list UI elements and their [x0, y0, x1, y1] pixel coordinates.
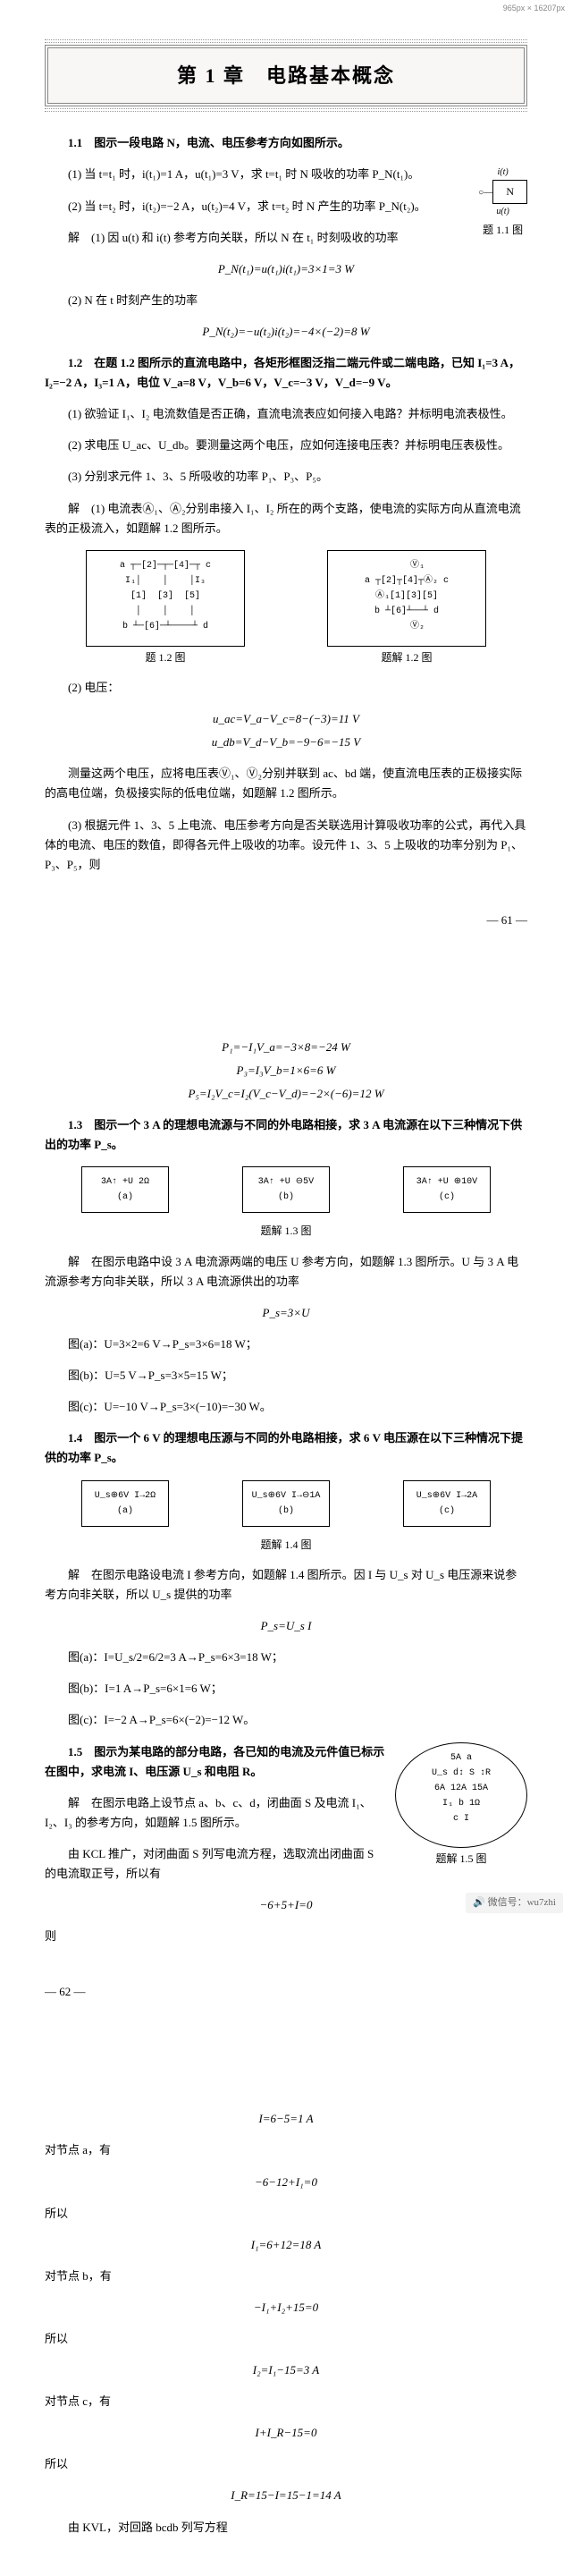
l3b: 图(b)：U=5 V→P_s=3×5=15 W；	[68, 1366, 527, 1385]
eq-13: I₁=6+12=18 A	[45, 2235, 527, 2255]
fig-1-3b: 3A↑ +U ⊖5V(b)	[242, 1166, 330, 1213]
l4a: 图(a)：I=U_s/2=6/2=3 A→P_s=6×3=18 W；	[68, 1648, 527, 1667]
sol-1-1b: (2) N 在 t 时刻产生的功率	[45, 291, 527, 310]
fig-1-5: 5A aU_s d↕ S ↕R6A 12A 15AI₁ b 1Ωc I 题解 1…	[395, 1742, 527, 1868]
chapter-title: 第 1 章 电路基本概念	[59, 59, 513, 92]
p1-2-b: (2) 求电压 U_ac、U_db。要测量这两个电压，应如何连接电压表？并标明电…	[45, 436, 527, 455]
fig-1-4c: U_s⊕6V I→2A(c)	[403, 1480, 491, 1527]
l4c: 图(c)：I=−2 A→P_s=6×(−2)=−12 W。	[68, 1710, 527, 1730]
p1-2-d: 测量这两个电压，应将电压表Ⓥ₁、Ⓥ₂分别并联到 ac、bd 端，使直流电压表的正…	[45, 764, 527, 803]
fig-1-4b: U_s⊕6V I→⊖1A(b)	[242, 1480, 330, 1527]
page-61: — 61 —	[45, 911, 527, 930]
fig-sol-1-2-cap: 题解 1.2 图	[327, 648, 486, 666]
kvl: 由 KVL，对回路 bcdb 列写方程	[45, 2518, 527, 2538]
node-a: 对节点 a，有	[45, 2140, 527, 2160]
dimensions-label: 965px × 16207px	[503, 2, 565, 15]
eq-15: I₂=I₁−15=3 A	[45, 2360, 527, 2380]
eq-7: P₅=I₂V_c=I₂(V_c−V_d)=−2×(−6)=12 W	[45, 1084, 527, 1104]
page-content: 第 1 章 电路基本概念 1.1 图示一段电路 N，电流、电压参考方向如图所示。…	[0, 0, 572, 2576]
eq-2: P_N(t₂)=−u(t₂)i(t₂)=−4×(−2)=8 W	[45, 322, 527, 342]
fig-1-3c: 3A↑ +U ⊕10V(c)	[403, 1166, 491, 1213]
eq-12: −6−12+I₁=0	[45, 2173, 527, 2192]
node-b: 对节点 b，有	[45, 2267, 527, 2286]
eq-16: I+I_R−15=0	[45, 2423, 527, 2443]
eq-6: P₃=I₃V_b=1×6=6 W	[45, 1061, 527, 1080]
eq-5: P₁=−I₁V_a=−3×8=−24 W	[45, 1038, 527, 1057]
so-1: 所以	[45, 2204, 527, 2224]
eq-11: I=6−5=1 A	[45, 2109, 527, 2129]
fig-1-5-cap: 题解 1.5 图	[395, 1850, 527, 1868]
fig-1-3-row: 3A↑ +U 2Ω(a) 3A↑ +U ⊖5V(b) 3A↑ +U ⊕10V(c…	[45, 1166, 527, 1213]
problem-1-2: 1.2 在题 1.2 图所示的直流电路中，各矩形框图泛指二端元件或二端电路，已知…	[45, 353, 527, 393]
fig-1-4-cap: 题解 1.4 图	[45, 1536, 527, 1554]
fig-1-2: a ┬─[2]─┬─[4]─┬ cI₁│ │ │I₃[1] [3] [5]│ │…	[86, 550, 245, 666]
p1-2-text: 1.2 在题 1.2 图所示的直流电路中，各矩形框图泛指二端元件或二端电路，已知…	[45, 356, 520, 389]
l4b: 图(b)：I=1 A→P_s=6×1=6 W；	[68, 1679, 527, 1699]
fig-1-4a: U_s⊕6V I→2Ω(a)	[81, 1480, 169, 1527]
eq-14: −I₁+I₂+15=0	[45, 2298, 527, 2318]
p1-2-e: (3) 根据元件 1、3、5 上电流、电压参考方向是否关联选用计算吸收功率的公式…	[45, 816, 527, 875]
p1-2-c: (3) 分别求元件 1、3、5 所吸收的功率 P₁、P₃、P₅。	[45, 467, 527, 487]
sol-1-4: 解 在图示电路设电流 I 参考方向，如题解 1.4 图所示。因 I 与 U_s …	[45, 1565, 527, 1605]
p1-1-b: (2) 当 t=t₂ 时，i(t₂)=−2 A，u(t₂)=4 V，求 t=t₂…	[45, 197, 527, 216]
so-2: 所以	[45, 2329, 527, 2349]
p1-1-a: (1) 当 t=t₁ 时，i(t₁)=1 A，u(t₁)=3 V，求 t=t₁ …	[45, 165, 527, 184]
fig-1-3-cap: 题解 1.3 图	[45, 1222, 527, 1240]
eq-8: P_s=3×U	[45, 1303, 527, 1323]
ze: 则	[45, 1927, 527, 1946]
fig-1-1-caption: 题 1.1 图	[478, 221, 527, 239]
l3c: 图(c)：U=−10 V→P_s=3×(−10)=−30 W。	[68, 1397, 527, 1417]
figures-1-2-row: a ┬─[2]─┬─[4]─┬ cI₁│ │ │I₃[1] [3] [5]│ │…	[45, 550, 527, 666]
sol-1-2b: (2) 电压：	[45, 678, 527, 698]
problem-1-3: 1.3 图示一个 3 A 的理想电流源与不同的外电路相接，求 3 A 电流源在以…	[45, 1115, 527, 1155]
eq-3: u_ac=V_a−V_c=8−(−3)=11 V	[45, 709, 527, 729]
eq-9: P_s=U_s I	[45, 1616, 527, 1636]
so-3: 所以	[45, 2454, 527, 2474]
problem-1-4: 1.4 图示一个 6 V 的理想电压源与不同的外电路相接，求 6 V 电压源在以…	[45, 1428, 527, 1468]
p1-2-a: (1) 欲验证 I₁、I₂ 电流数值是否正确，直流电流表应如何接入电路？并标明电…	[45, 404, 527, 424]
sol-1-1: 解 (1) 因 u(t) 和 i(t) 参考方向关联，所以 N 在 t₁ 时刻吸…	[45, 228, 527, 248]
figure-1-1: i(t)○—Nu(t) 题 1.1 图	[478, 165, 527, 239]
fig-1-2-cap: 题 1.2 图	[86, 648, 245, 666]
watermark: 🔊 微信号：wu7zhi	[466, 1893, 563, 1913]
sol-1-2: 解 (1) 电流表Ⓐ₁、Ⓐ₂分别串接入 I₁、I₂ 所在的两个支路，使电流的实际…	[45, 499, 527, 538]
sol-1-3: 解 在图示电路中设 3 A 电流源两端的电压 U 参考方向，如题解 1.3 图所…	[45, 1252, 527, 1292]
fig-1-3a: 3A↑ +U 2Ω(a)	[81, 1166, 169, 1213]
eq-17: I_R=15−I=15−1=14 A	[45, 2486, 527, 2505]
problem-1-1: 1.1 图示一段电路 N，电流、电压参考方向如图所示。	[45, 133, 527, 153]
eq-10: −6+5+I=0	[45, 1895, 527, 1915]
page-62: — 62 —	[45, 1982, 527, 2002]
node-c: 对节点 c，有	[45, 2392, 527, 2411]
chapter-header: 第 1 章 电路基本概念	[45, 45, 527, 106]
fig-1-4-row: U_s⊕6V I→2Ω(a) U_s⊕6V I→⊖1A(b) U_s⊕6V I→…	[45, 1480, 527, 1527]
eq-1: P_N(t₁)=u(t₁)i(t₁)=3×1=3 W	[45, 259, 527, 279]
eq-4: u_db=V_d−V_b=−9−6=−15 V	[45, 733, 527, 752]
fig-sol-1-2: Ⓥ₁a ┬[2]┬[4]┬Ⓐ₂ cⒶ₁[1][3][5]b ┴[6]┴──┴ d…	[327, 550, 486, 666]
l3a: 图(a)：U=3×2=6 V→P_s=3×6=18 W；	[68, 1335, 527, 1354]
